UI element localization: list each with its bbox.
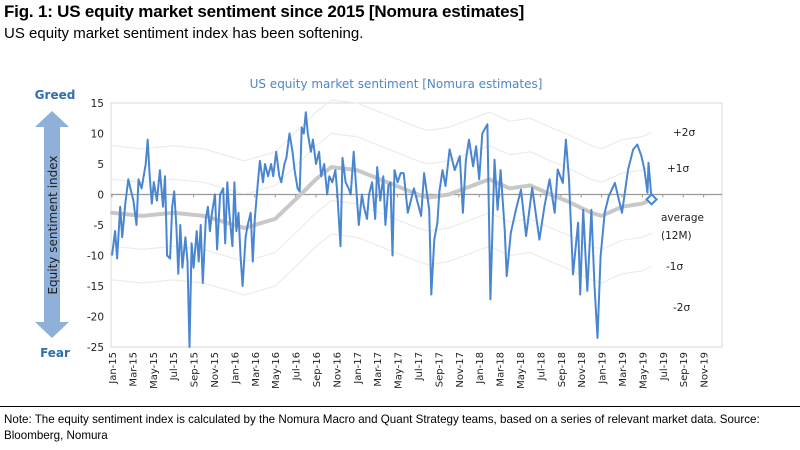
y-tick-label: -25 <box>87 342 104 354</box>
annotation-minus-1-sigma: -1σ <box>666 261 683 273</box>
y-tick-label: 0 <box>97 190 104 202</box>
annotation-minus-2-sigma: -2σ <box>673 302 690 314</box>
y-axis-label: Equity sentiment index <box>46 155 60 294</box>
footer-note: Note: The equity sentiment index is calc… <box>4 413 760 442</box>
x-tick-label: Mar-17 <box>373 352 384 387</box>
x-tick-label: Nov-17 <box>455 352 466 388</box>
x-tick-label: Jul-16 <box>292 352 303 381</box>
sigma-band-line <box>111 99 652 162</box>
x-tick-label: May-17 <box>394 352 405 389</box>
annotation-average-12m: (12M) <box>661 230 692 242</box>
annotation-plus-2-sigma: +2σ <box>673 127 695 139</box>
x-tick-label: Nov-19 <box>700 352 711 388</box>
sentiment-chart: US equity market sentiment [Nomura estim… <box>35 77 723 389</box>
y-tick-label: 10 <box>91 129 104 141</box>
sigma-band-line <box>111 233 652 296</box>
figure-title: Fig. 1: US equity market sentiment since… <box>4 2 525 21</box>
y-tick-label: 15 <box>91 98 104 110</box>
y-tick-label: -15 <box>87 281 104 293</box>
chart-title: US equity market sentiment [Nomura estim… <box>250 77 543 91</box>
y-tick-label: -10 <box>87 251 104 263</box>
x-tick-label: Jan-19 <box>598 352 609 385</box>
x-tick-label: Sep-16 <box>312 352 323 387</box>
x-tick-label: May-19 <box>638 352 649 389</box>
x-tick-label: Mar-16 <box>251 352 262 387</box>
x-tick-label: May-15 <box>149 352 160 389</box>
x-tick-label: Nov-16 <box>332 352 343 388</box>
x-tick-label: May-18 <box>516 352 527 389</box>
sigma-band-line <box>111 132 652 196</box>
x-tick-label: Sep-18 <box>557 352 568 387</box>
x-tick-label: Nov-15 <box>210 352 221 388</box>
x-tick-label: Jan-16 <box>230 352 241 385</box>
sentiment-index-line <box>111 111 653 348</box>
x-tick-label: Jul-15 <box>169 352 180 381</box>
figure-subtitle: US equity market sentiment index has bee… <box>4 25 364 42</box>
x-tick-label: Jul-18 <box>536 352 547 381</box>
x-tick-label: Mar-18 <box>496 352 507 387</box>
x-tick-label: Sep-19 <box>679 352 690 387</box>
x-tick-label: Mar-15 <box>128 352 139 387</box>
x-tick-label: Jan-17 <box>353 352 364 385</box>
latest-point-marker <box>645 192 658 206</box>
greed-label: Greed <box>35 88 76 102</box>
y-tick-label: 5 <box>97 159 104 171</box>
x-tick-label: Sep-17 <box>434 352 445 387</box>
annotation-average: average <box>661 212 704 224</box>
x-tick-label: Nov-18 <box>577 352 588 388</box>
x-tick-label: May-16 <box>271 352 282 389</box>
x-tick-label: Mar-19 <box>618 352 629 387</box>
y-tick-label: -20 <box>87 312 104 324</box>
annotation-plus-1-sigma: +1σ <box>667 163 689 175</box>
y-tick-label: -5 <box>94 220 104 232</box>
x-tick-label: Jul-17 <box>414 352 425 381</box>
x-tick-label: Jul-19 <box>659 352 670 381</box>
x-tick-label: Jan-18 <box>475 352 486 385</box>
plot-area <box>110 102 723 348</box>
fear-label: Fear <box>40 346 70 360</box>
x-tick-label: Sep-15 <box>190 352 201 387</box>
x-tick-label: Jan-15 <box>108 352 119 385</box>
footer-divider <box>0 406 800 407</box>
double-arrow-icon <box>35 111 69 338</box>
